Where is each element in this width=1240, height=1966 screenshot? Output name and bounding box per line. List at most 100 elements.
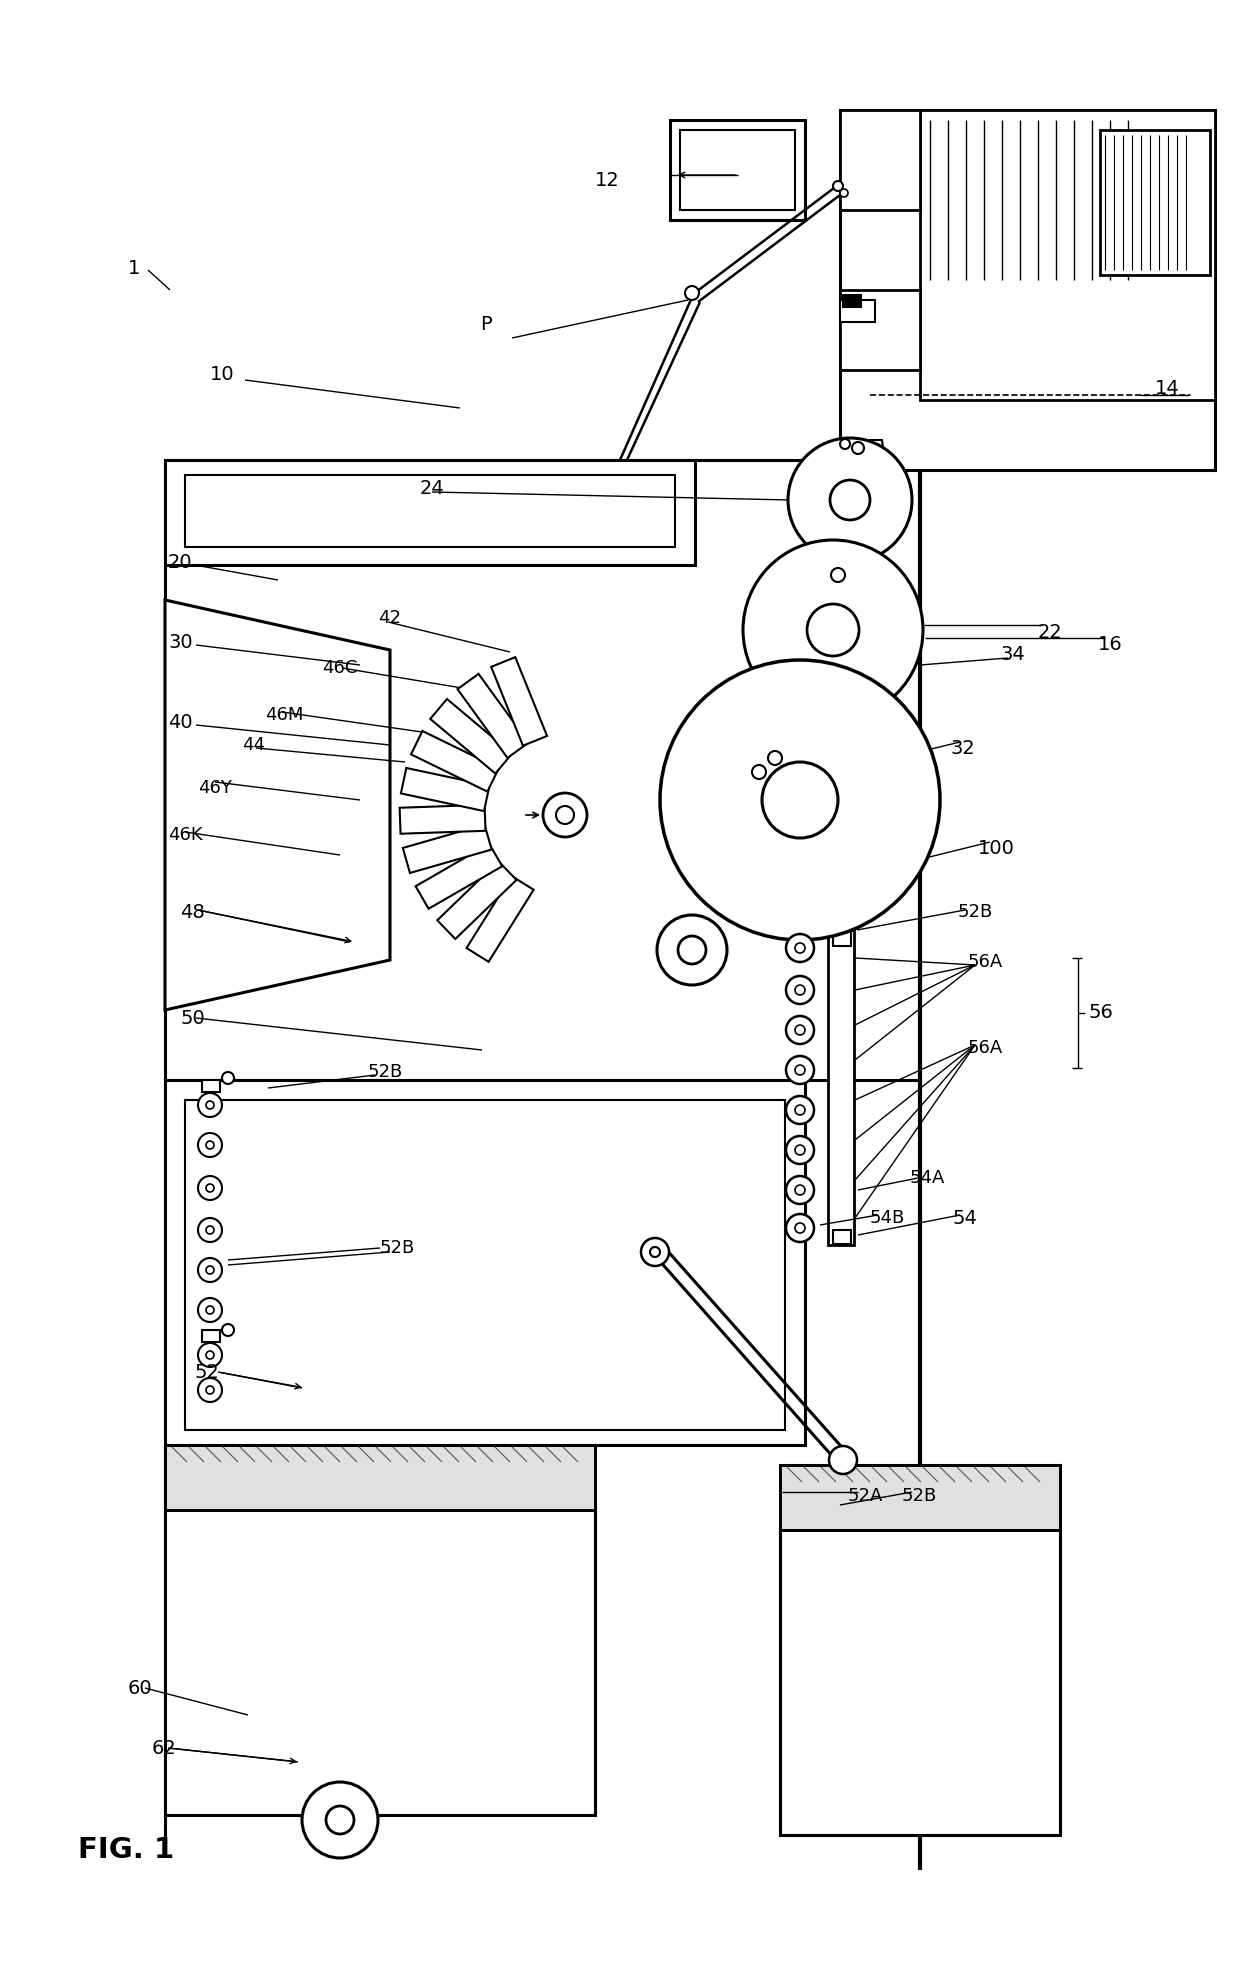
Text: 46K: 46K — [167, 826, 202, 843]
Circle shape — [198, 1219, 222, 1243]
Circle shape — [786, 1213, 813, 1243]
Circle shape — [852, 442, 864, 454]
Circle shape — [795, 1024, 805, 1034]
Bar — [780, 1465, 1060, 1530]
Circle shape — [650, 1246, 660, 1256]
Text: 50: 50 — [180, 1009, 205, 1028]
Bar — [202, 1079, 219, 1091]
Circle shape — [641, 1239, 670, 1266]
Text: FIG. 1: FIG. 1 — [78, 1836, 175, 1864]
Text: 42: 42 — [378, 609, 401, 627]
Circle shape — [787, 438, 911, 562]
Text: 56A: 56A — [968, 1038, 1003, 1058]
Circle shape — [206, 1227, 215, 1235]
Text: P: P — [480, 315, 491, 334]
Text: 32: 32 — [950, 739, 975, 757]
Text: 40: 40 — [167, 712, 192, 731]
Text: 56A: 56A — [968, 954, 1003, 971]
Bar — [165, 1445, 595, 1510]
Text: 16: 16 — [1097, 635, 1122, 655]
Text: 46M: 46M — [265, 706, 304, 723]
Polygon shape — [812, 712, 835, 733]
Text: 34: 34 — [999, 645, 1024, 665]
Circle shape — [657, 914, 727, 985]
Circle shape — [795, 944, 805, 954]
Circle shape — [303, 1781, 378, 1858]
Circle shape — [198, 1378, 222, 1402]
Circle shape — [786, 1016, 813, 1044]
Text: 52B: 52B — [901, 1486, 937, 1506]
Polygon shape — [862, 564, 879, 586]
Bar — [165, 1445, 595, 1815]
Circle shape — [326, 1807, 353, 1834]
Text: 52A: 52A — [848, 1486, 883, 1506]
Text: 52B: 52B — [368, 1064, 403, 1081]
Text: 54: 54 — [952, 1209, 977, 1227]
Circle shape — [795, 1066, 805, 1075]
Polygon shape — [848, 580, 866, 600]
Circle shape — [206, 1266, 215, 1274]
Polygon shape — [828, 694, 851, 716]
Bar — [839, 291, 920, 370]
Text: 60: 60 — [128, 1679, 153, 1697]
Circle shape — [839, 189, 848, 197]
Circle shape — [743, 541, 923, 720]
Circle shape — [684, 285, 699, 301]
Bar — [828, 930, 854, 1244]
Bar — [780, 1465, 1060, 1834]
Bar — [1100, 130, 1210, 275]
Circle shape — [206, 1140, 215, 1148]
Circle shape — [786, 1136, 813, 1164]
Bar — [185, 476, 675, 547]
Polygon shape — [466, 877, 533, 961]
Polygon shape — [399, 804, 486, 834]
Text: 12: 12 — [595, 171, 620, 189]
Text: 30: 30 — [167, 633, 192, 651]
Polygon shape — [410, 731, 498, 792]
Circle shape — [786, 934, 813, 961]
Circle shape — [206, 1184, 215, 1191]
Bar — [165, 460, 694, 564]
Polygon shape — [415, 843, 502, 908]
Circle shape — [795, 1185, 805, 1195]
Bar — [185, 1101, 785, 1429]
Polygon shape — [403, 824, 492, 873]
Text: 46C: 46C — [322, 659, 357, 676]
Circle shape — [807, 604, 859, 657]
Circle shape — [198, 1258, 222, 1282]
Polygon shape — [438, 861, 517, 940]
Text: 22: 22 — [1038, 623, 1063, 641]
Circle shape — [678, 936, 706, 963]
Text: 10: 10 — [210, 366, 234, 385]
Polygon shape — [817, 729, 839, 749]
Circle shape — [198, 1343, 222, 1366]
Circle shape — [768, 751, 782, 765]
Circle shape — [831, 568, 844, 582]
Text: 44: 44 — [242, 735, 265, 755]
Text: 54A: 54A — [910, 1170, 945, 1187]
Circle shape — [206, 1351, 215, 1359]
Bar — [670, 120, 805, 220]
Circle shape — [751, 765, 766, 779]
Circle shape — [543, 792, 587, 838]
Text: 1: 1 — [128, 258, 140, 277]
Circle shape — [786, 1176, 813, 1203]
Text: 52B: 52B — [959, 902, 993, 920]
Circle shape — [206, 1386, 215, 1394]
Circle shape — [206, 1101, 215, 1109]
Text: 24: 24 — [420, 478, 445, 497]
Polygon shape — [165, 600, 391, 1011]
Circle shape — [795, 1105, 805, 1115]
Polygon shape — [800, 741, 823, 763]
Text: 14: 14 — [1154, 379, 1179, 397]
Polygon shape — [458, 674, 528, 759]
Text: 46Y: 46Y — [198, 779, 232, 796]
Bar — [839, 110, 920, 210]
Circle shape — [786, 1095, 813, 1125]
Circle shape — [198, 1298, 222, 1321]
Text: 54B: 54B — [870, 1209, 905, 1227]
Bar — [165, 1445, 595, 1510]
Circle shape — [222, 1323, 234, 1337]
Polygon shape — [870, 440, 884, 454]
Bar — [833, 932, 851, 946]
